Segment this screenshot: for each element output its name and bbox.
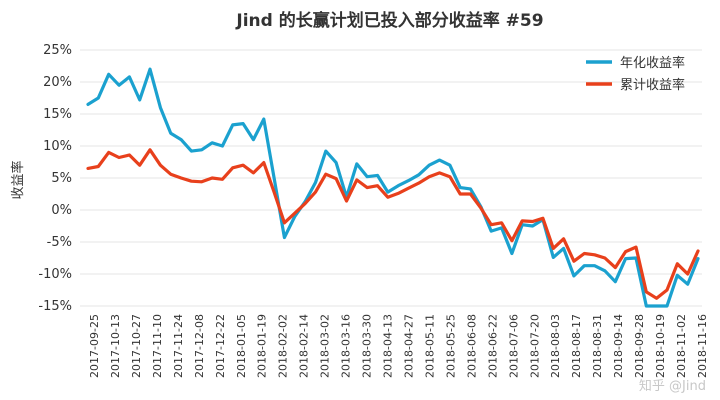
x-axis-ticks: 2017-09-25 2017-10-13 2017-10-27 2017-11-10…: [88, 314, 709, 378]
x-tick-label: 2018-06-08: [465, 314, 478, 378]
series-lines: [86, 67, 700, 308]
x-tick-label: 2017-11-24: [172, 314, 185, 378]
y-tick-label: 25%: [43, 43, 72, 58]
x-tick-label: 2018-02-14: [298, 314, 311, 378]
x-tick-label: 2018-08-03: [549, 314, 562, 378]
x-tick-label: 2018-03-16: [340, 314, 353, 378]
x-tick-label: 2018-04-27: [402, 314, 415, 378]
x-tick-label: 2018-09-28: [633, 314, 646, 378]
x-tick-label: 2018-07-06: [507, 314, 520, 378]
legend-entry: 累计收益率: [620, 77, 685, 93]
x-tick-label: 2017-10-13: [109, 314, 122, 378]
legend-entry: 年化收益率: [620, 55, 685, 71]
y-axis-label: 收益率: [10, 160, 26, 199]
x-tick-label: 2018-11-16: [696, 314, 709, 378]
series-line-1: [86, 67, 700, 308]
grid: [80, 49, 702, 307]
x-tick-label: 2018-01-19: [256, 314, 269, 378]
watermark-text: 知乎 @Jind: [639, 378, 706, 394]
x-tick-label: 2018-08-17: [570, 314, 583, 378]
x-tick-label: 2018-10-19: [654, 314, 667, 378]
x-tick-label: 2018-04-13: [382, 314, 395, 378]
x-tick-label: 2018-05-11: [423, 314, 436, 378]
y-axis-ticks: -15% -10% -5% 0% 5% 10% 15% 20% 25%: [38, 43, 72, 314]
x-tick-label: 2018-11-02: [675, 314, 688, 378]
x-tick-label: 2018-03-30: [361, 314, 374, 378]
y-tick-label: -5%: [47, 235, 72, 250]
x-tick-label: 2018-06-22: [486, 314, 499, 378]
x-tick-label: 2018-01-05: [235, 314, 248, 378]
x-tick-label: 2017-10-27: [130, 314, 143, 378]
x-tick-label: 2017-12-08: [193, 314, 206, 378]
y-tick-label: 10%: [43, 139, 72, 154]
y-tick-label: 20%: [43, 75, 72, 90]
series-line-2: [86, 148, 700, 300]
y-tick-label: 15%: [43, 107, 72, 122]
x-tick-label: 2017-12-22: [214, 314, 227, 378]
x-tick-label: 2018-07-20: [528, 314, 541, 378]
x-tick-label: 2018-08-31: [591, 314, 604, 378]
y-tick-label: 5%: [51, 171, 72, 186]
x-tick-label: 2017-11-10: [151, 314, 164, 378]
chart-title: Jind 的长赢计划已投入部分收益率 #59: [235, 10, 543, 31]
x-tick-label: 2018-05-25: [444, 314, 457, 378]
x-tick-label: 2018-02-02: [277, 314, 290, 378]
x-tick-label: 2018-03-02: [319, 314, 332, 378]
y-tick-label: -15%: [38, 299, 72, 314]
y-tick-label: 0%: [51, 203, 72, 218]
y-tick-label: -10%: [38, 267, 72, 282]
x-tick-label: 2018-09-14: [612, 314, 625, 378]
x-tick-label: 2017-09-25: [88, 314, 101, 378]
